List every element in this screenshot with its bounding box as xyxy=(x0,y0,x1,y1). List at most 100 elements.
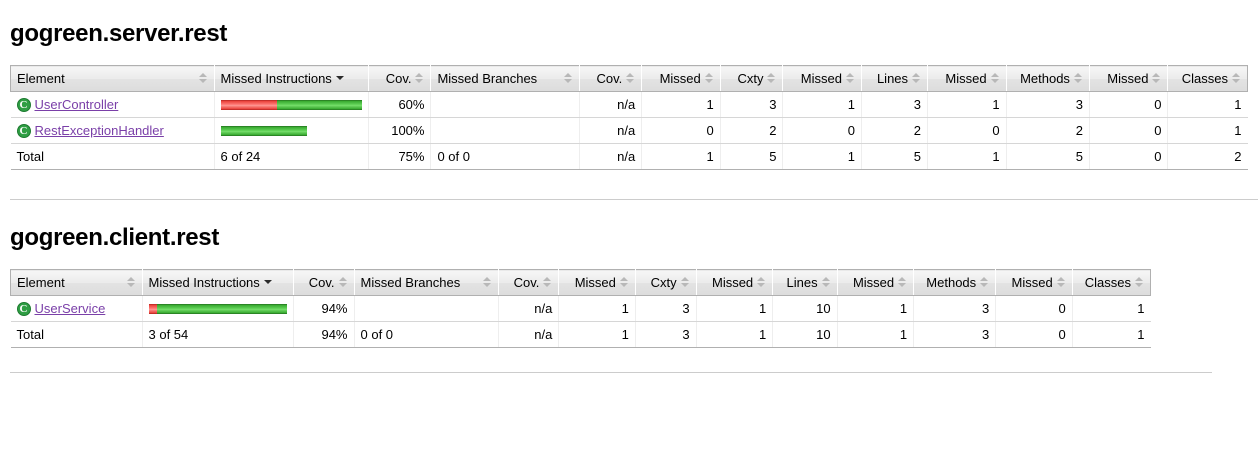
cell-cxty: 3 xyxy=(635,295,697,322)
col-header-classes[interactable]: Classes xyxy=(1167,65,1248,92)
sort-both-icon[interactable] xyxy=(990,72,1000,84)
package-section-client-rest: gogreen.client.rest Element Missed Instr… xyxy=(10,200,1248,373)
sort-both-icon[interactable] xyxy=(767,72,776,84)
header-row: Element Missed Instructions Cov. xyxy=(10,65,1248,92)
table-header: Element Missed Instructions Cov. xyxy=(10,65,1248,92)
col-header-missed-classes[interactable]: Missed xyxy=(1088,65,1169,92)
col-header-cxty[interactable]: Cxty xyxy=(719,65,784,92)
col-header-branch-cov-label: Cov. xyxy=(596,70,623,86)
col-header-cxty[interactable]: Cxty xyxy=(634,269,697,296)
table-row[interactable]: C RestExceptionHandler 100% n/a xyxy=(10,117,1248,144)
cell-instruction-bar xyxy=(214,91,369,118)
cell-total-missed-methods: 1 xyxy=(837,321,915,348)
col-header-branch-cov[interactable]: Cov. xyxy=(497,269,560,296)
sort-both-icon[interactable] xyxy=(482,276,492,288)
coverage-bar-missed xyxy=(220,99,278,110)
coverage-bar-covered xyxy=(220,125,307,136)
element-link[interactable]: UserService xyxy=(34,301,106,316)
cell-classes: 1 xyxy=(1167,91,1248,118)
col-header-element[interactable]: Element xyxy=(10,65,215,92)
col-header-classes-label: Classes xyxy=(1084,274,1131,290)
col-header-missed-instructions-label: Missed Instructions xyxy=(148,274,260,290)
table-body: C UserService 94% n xyxy=(10,295,1151,348)
col-header-instruction-cov-label: Cov. xyxy=(385,70,412,86)
col-header-missed-cxty[interactable]: Missed xyxy=(641,65,721,92)
cell-total-branches: 0 of 0 xyxy=(354,321,499,348)
col-header-missed-branches[interactable]: Missed Branches xyxy=(430,65,580,92)
sort-desc-icon[interactable] xyxy=(335,72,345,84)
element-link[interactable]: RestExceptionHandler xyxy=(34,123,164,138)
cell-total-missed-classes: 0 xyxy=(995,321,1073,348)
col-header-instruction-cov[interactable]: Cov. xyxy=(367,65,432,92)
cell-total-lines: 5 xyxy=(861,143,929,170)
cell-total-missed-methods: 1 xyxy=(927,143,1007,170)
cell-element: C UserController xyxy=(10,91,215,118)
col-header-missed-methods[interactable]: Missed xyxy=(836,269,915,296)
col-header-missed-classes-label: Missed xyxy=(1107,70,1149,86)
sort-both-icon[interactable] xyxy=(980,276,989,288)
col-header-missed-lines[interactable]: Missed xyxy=(695,269,774,296)
col-header-missed-cxty[interactable]: Missed xyxy=(558,269,636,296)
cell-missed-lines: 1 xyxy=(696,295,774,322)
col-header-missed-classes[interactable]: Missed xyxy=(995,269,1073,296)
sort-both-icon[interactable] xyxy=(898,276,907,288)
coverage-table-client-rest: Element Missed Instructions Cov. xyxy=(10,269,1152,348)
col-header-methods[interactable]: Methods xyxy=(913,269,997,296)
col-header-missed-instructions[interactable]: Missed Instructions xyxy=(213,65,369,92)
sort-both-icon[interactable] xyxy=(415,72,424,84)
sort-both-icon[interactable] xyxy=(563,72,573,84)
cell-instruction-cov: 94% xyxy=(293,295,355,322)
cell-total-missed-classes: 0 xyxy=(1089,143,1169,170)
sort-both-icon[interactable] xyxy=(912,72,921,84)
cell-missed-branches xyxy=(430,91,580,118)
col-header-methods[interactable]: Methods xyxy=(1005,65,1090,92)
sort-both-icon[interactable] xyxy=(626,72,635,84)
table-header: Element Missed Instructions Cov. xyxy=(10,269,1152,296)
col-header-classes-label: Classes xyxy=(1181,70,1228,86)
section-divider xyxy=(10,372,1212,373)
col-header-missed-lines[interactable]: Missed xyxy=(782,65,862,92)
coverage-table-server-rest: Element Missed Instructions Cov. xyxy=(10,65,1248,170)
col-header-lines[interactable]: Lines xyxy=(860,65,929,92)
sort-both-icon[interactable] xyxy=(757,276,766,288)
col-header-instruction-cov[interactable]: Cov. xyxy=(292,269,355,296)
table-total-row: Total 6 of 24 75% 0 of 0 n/a 1 5 1 5 1 5… xyxy=(10,143,1248,170)
col-header-missed-classes-label: Missed xyxy=(1011,274,1053,290)
table-row[interactable]: C UserService 94% n xyxy=(10,295,1151,322)
col-header-lines[interactable]: Lines xyxy=(772,269,838,296)
sort-both-icon[interactable] xyxy=(680,276,690,288)
sort-both-icon[interactable] xyxy=(1232,72,1241,84)
col-header-classes[interactable]: Classes xyxy=(1071,269,1152,296)
cell-total-instructions: 3 of 54 xyxy=(142,321,294,348)
col-header-branch-cov[interactable]: Cov. xyxy=(578,65,643,92)
sort-both-icon[interactable] xyxy=(1152,72,1161,84)
col-header-missed-methods[interactable]: Missed xyxy=(927,65,1007,92)
coverage-bar xyxy=(220,99,362,110)
sort-both-icon[interactable] xyxy=(619,276,629,288)
col-header-branch-cov-label: Cov. xyxy=(513,274,540,290)
sort-both-icon[interactable] xyxy=(1056,276,1066,288)
sort-both-icon[interactable] xyxy=(1073,72,1083,84)
element-link[interactable]: UserController xyxy=(34,97,119,112)
col-header-cxty-label: Cxty xyxy=(737,70,764,86)
col-header-missed-branches[interactable]: Missed Branches xyxy=(353,269,499,296)
sort-both-icon[interactable] xyxy=(198,72,208,84)
col-header-instruction-cov-label: Cov. xyxy=(308,274,335,290)
cell-missed-branches xyxy=(354,295,499,322)
cell-total-missed-cxty: 1 xyxy=(641,143,721,170)
table-row[interactable]: C UserController 60% xyxy=(10,91,1248,118)
cell-missed-methods: 0 xyxy=(927,117,1007,144)
col-header-element[interactable]: Element xyxy=(10,269,143,296)
sort-both-icon[interactable] xyxy=(845,72,855,84)
sort-both-icon[interactable] xyxy=(704,72,714,84)
col-header-missed-instructions[interactable]: Missed Instructions xyxy=(141,269,294,296)
cell-branch-cov: n/a xyxy=(579,117,643,144)
sort-desc-icon[interactable] xyxy=(263,276,273,288)
col-header-methods-label: Methods xyxy=(926,274,977,290)
cell-missed-cxty: 1 xyxy=(641,91,721,118)
sort-both-icon[interactable] xyxy=(126,276,136,288)
sort-both-icon[interactable] xyxy=(338,276,348,288)
sort-both-icon[interactable] xyxy=(1135,276,1144,288)
sort-both-icon[interactable] xyxy=(821,276,831,288)
sort-both-icon[interactable] xyxy=(543,276,552,288)
